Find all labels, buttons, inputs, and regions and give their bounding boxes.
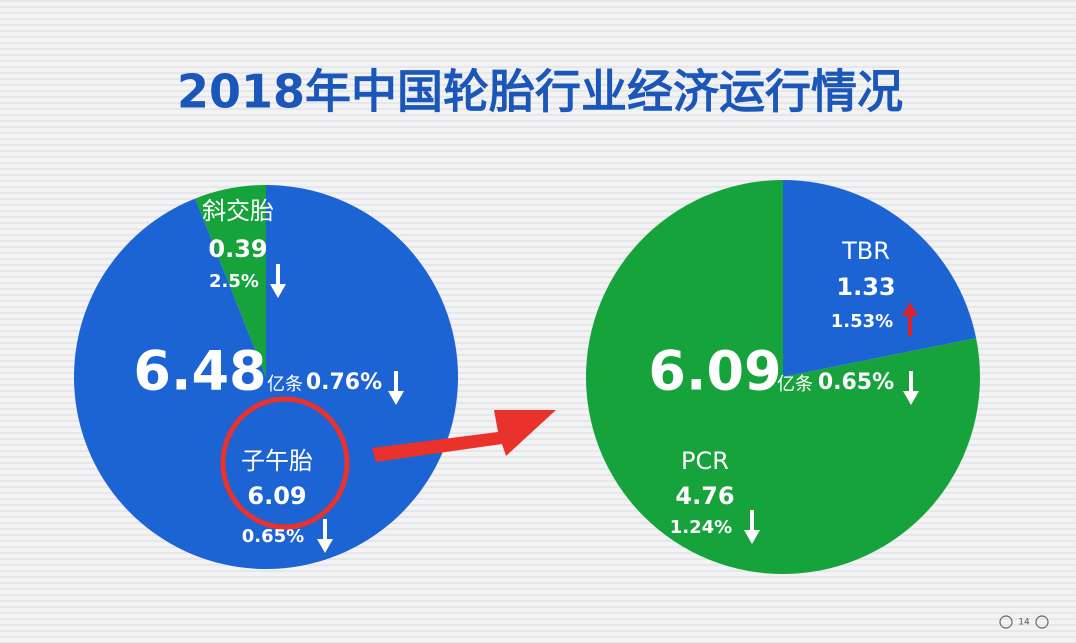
slice-label: 斜交胎 — [202, 197, 274, 225]
next-button[interactable] — [1035, 615, 1049, 629]
arrow-head — [270, 284, 286, 298]
slice-value: 1.33 — [836, 273, 895, 301]
pie-slice — [585, 180, 980, 574]
slice-change: 2.5% — [209, 271, 259, 292]
arrow-head — [388, 391, 404, 405]
arrow-head — [744, 530, 760, 544]
slice-label: PCR — [681, 447, 729, 475]
trend-arrow — [744, 510, 760, 544]
trend-arrow — [317, 519, 333, 553]
arrow-head — [903, 391, 919, 405]
annotations — [220, 396, 556, 530]
slide-title: 2018年中国轮胎行业经济运行情况 — [177, 65, 903, 119]
trend-arrow — [270, 264, 286, 298]
arrow-head — [317, 539, 333, 553]
pie-slice — [195, 185, 266, 377]
pie-slice — [74, 185, 459, 570]
slice-label: 子午胎 — [241, 447, 313, 475]
total-value: 6.09 — [648, 340, 781, 403]
total-unit: 亿条 — [267, 374, 303, 395]
trend-arrow — [902, 302, 918, 336]
slice-value: 0.39 — [208, 235, 267, 263]
prev-button[interactable] — [999, 615, 1013, 629]
pointer-arrow — [372, 410, 556, 462]
slice-label: TBR — [841, 237, 890, 265]
slice-value: 4.76 — [675, 482, 734, 510]
total-value: 6.48 — [133, 340, 266, 403]
slice-change: 0.65% — [242, 526, 304, 547]
slice-value: 6.09 — [247, 482, 306, 510]
page-number: 14 — [1018, 618, 1030, 628]
page-nav: 14 — [999, 615, 1049, 629]
total-change: 0.76% — [306, 370, 382, 395]
slice-change: 1.53% — [831, 311, 893, 332]
trend-arrow — [388, 371, 404, 405]
pie-slice — [783, 180, 977, 377]
slice-change: 1.24% — [670, 517, 732, 538]
highlight-circle — [220, 396, 350, 530]
total-change: 0.65% — [818, 370, 894, 395]
total-unit: 亿条 — [777, 374, 813, 395]
trend-arrow — [903, 371, 919, 405]
arrow-head — [902, 302, 918, 316]
